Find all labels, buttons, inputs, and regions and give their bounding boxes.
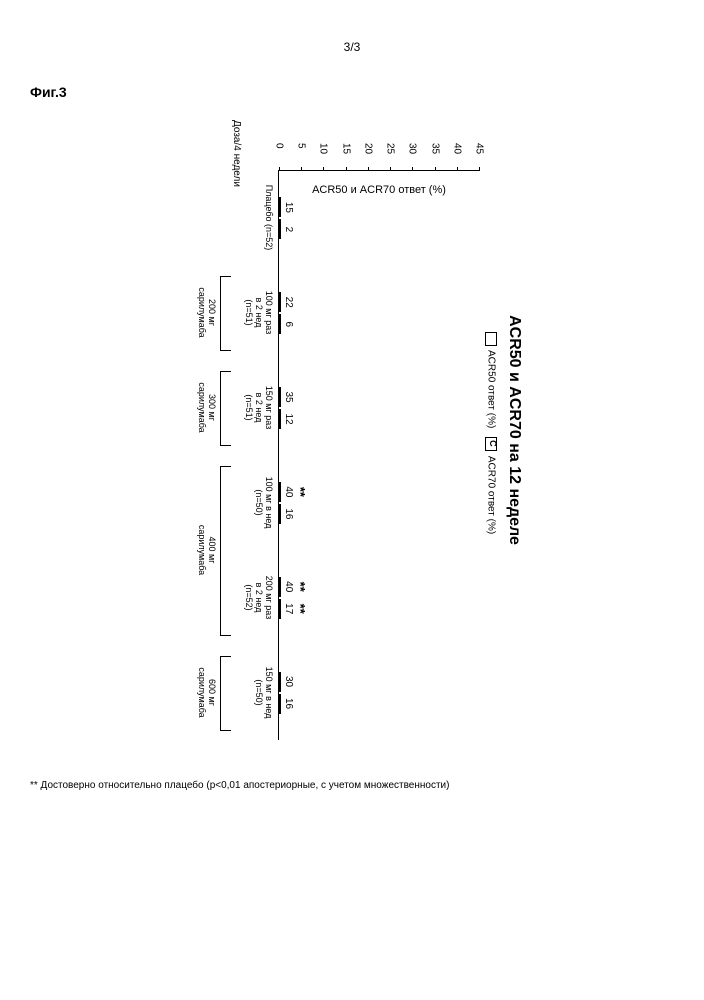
dose-bracket (220, 656, 231, 730)
bar-group: 152 (279, 171, 281, 266)
bar-value: 16 (283, 698, 294, 709)
bar-value: 16 (283, 508, 294, 519)
chart-area: ACR50 и ACR70 ответ (%) 152226351240**16… (278, 170, 479, 740)
ytick-label: 25 (385, 143, 396, 154)
dose-bracket (220, 276, 231, 350)
bar-acr70: 6 (279, 314, 281, 334)
rotated-chart-container: ACR50 и ACR70 на 12 неделе ACR50 ответ (… (32, 110, 672, 750)
legend-box-acr50 (485, 332, 497, 346)
bar-acr50: 35 (279, 387, 281, 407)
bar-value: 22 (283, 297, 294, 308)
ytick-mark (457, 167, 458, 171)
legend-suffix-acr50: ответ (485, 385, 496, 410)
legend-letter-c: C (488, 440, 498, 447)
ytick-mark (479, 167, 480, 171)
ytick-mark (412, 167, 413, 171)
bar-acr70: 2 (279, 219, 281, 239)
bar-acr70: 17** (279, 599, 281, 619)
dose-bracket-label: 600 мгсарилумаба (197, 667, 217, 717)
legend-pct-acr70: (%) (485, 519, 496, 535)
bar-acr50: 40** (279, 577, 281, 597)
ytick-label: 40 (451, 143, 462, 154)
legend-box-acr70: C (485, 437, 497, 451)
dose-bracket-label: 200 мгсарилумаба (197, 287, 217, 337)
significance-marker: ** (293, 487, 308, 497)
dose-bracket (220, 371, 231, 445)
legend-suffix-acr70: ответ (485, 491, 496, 516)
bar-value: 15 (283, 202, 294, 213)
bar-group: 226 (279, 266, 281, 361)
x-label: 150 мг разв 2 нед(n=51) (244, 360, 274, 455)
ytick-label: 45 (474, 143, 485, 154)
x-label: 100 мг в нед(n=50) (244, 455, 274, 550)
bar-value: 35 (283, 392, 294, 403)
bar-acr50: 40** (279, 482, 281, 502)
bar-value: 2 (283, 227, 294, 233)
chart-title: ACR50 и ACR70 на 12 неделе (505, 120, 523, 740)
page-number: 3/3 (30, 40, 674, 54)
bar-value: 6 (283, 321, 294, 327)
ytick-label: 35 (429, 143, 440, 154)
ytick-label: 10 (318, 143, 329, 154)
significance-marker: ** (293, 604, 308, 614)
chart-wrap: ACR50 и ACR70 на 12 неделе ACR50 ответ (… (181, 120, 523, 740)
dose-brackets: 200 мгсарилумаба 300 мгсарилумаба 400 мгса… (181, 170, 231, 740)
bar-acr50: 15 (279, 197, 281, 217)
ytick-mark (323, 167, 324, 171)
x-label: 100 мг разв 2 нед(n=51) (244, 265, 274, 360)
dose-row-label: Доза/4 недели (231, 120, 242, 740)
ytick-mark (390, 167, 391, 171)
ytick-label: 20 (362, 143, 373, 154)
ytick-label: 5 (296, 143, 307, 149)
legend-label-acr70: ACR70 (485, 456, 496, 488)
ytick-label: 15 (340, 143, 351, 154)
bar-group: 40** 17** (279, 550, 281, 645)
bar-acr70: 16 (279, 504, 281, 524)
ytick-mark (301, 167, 302, 171)
bar-acr50: 30 (279, 672, 281, 692)
x-labels-row: Плацебо (n=52)100 мг разв 2 нед(n=51)150… (244, 170, 274, 740)
bars-container: 152226351240**1640**17**3016 (279, 171, 479, 740)
bar-group: 40** 16 (279, 455, 281, 550)
bar-group: 3016 (279, 645, 281, 740)
ytick-label: 30 (407, 143, 418, 154)
footnote: ** Достоверно относительно плацебо (p<0,… (30, 780, 674, 791)
bar-value: 30 (283, 676, 294, 687)
x-label: Плацебо (n=52) (244, 170, 274, 265)
bar-value: 12 (283, 414, 294, 425)
ytick-label: 0 (274, 143, 285, 149)
ytick-mark (279, 167, 280, 171)
x-label: 200 мг разв 2 нед(n=52) (244, 550, 274, 645)
bar-acr50: 22 (279, 292, 281, 312)
bar-acr70: 16 (279, 694, 281, 714)
ytick-mark (346, 167, 347, 171)
legend-label-acr50: ACR50 (485, 350, 496, 382)
figure-label: Фиг.3 (30, 84, 674, 100)
legend-pct-acr50: (%) (485, 413, 496, 429)
bar-group: 3512 (279, 361, 281, 456)
dose-bracket-label: 400 мгсарилумаба (197, 525, 217, 575)
bar-acr70: 12 (279, 409, 281, 429)
ytick-mark (435, 167, 436, 171)
significance-marker: ** (293, 582, 308, 592)
dose-bracket (220, 466, 231, 635)
ytick-mark (368, 167, 369, 171)
x-label: 150 мг в нед(n=50) (244, 645, 274, 740)
dose-bracket-label: 300 мгсарилумаба (197, 382, 217, 432)
legend: ACR50 ответ (%) C ACR70 ответ (%) (485, 120, 497, 740)
